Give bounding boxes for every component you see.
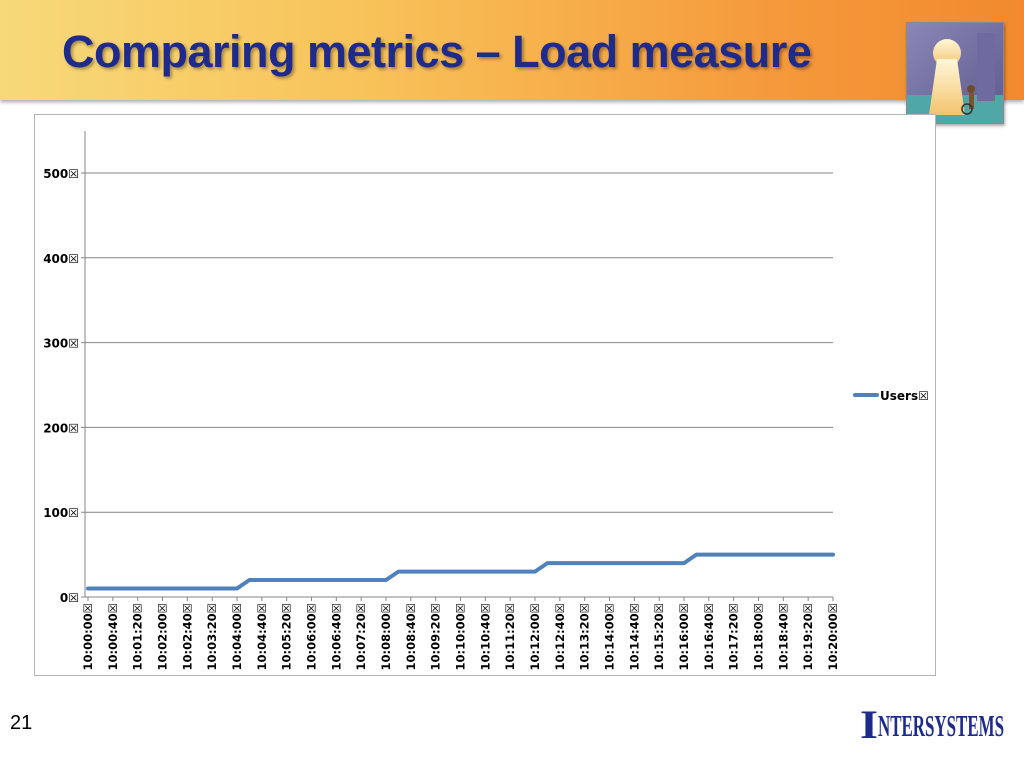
x-tick-label: 10:15:20☒: [652, 603, 666, 671]
x-tick-label: 10:07:20☒: [354, 603, 368, 671]
y-tick-label: 100☒: [43, 506, 79, 520]
legend-label-users: Users☒: [880, 389, 929, 403]
x-tick-label: 10:04:00☒: [230, 603, 244, 671]
slide-title: Comparing metrics – Load measure: [62, 26, 812, 77]
x-tick-label: 10:10:40☒: [478, 603, 492, 671]
x-tick-label: 10:01:20☒: [131, 603, 145, 671]
svg-text:I: I: [860, 702, 878, 744]
x-tick-label: 10:12:40☒: [553, 603, 567, 671]
x-tick-label: 10:08:40☒: [404, 603, 418, 671]
x-tick-label: 10:09:20☒: [429, 603, 443, 671]
x-tick-label: 10:19:20☒: [801, 603, 815, 671]
x-tick-label: 10:12:00☒: [528, 603, 542, 671]
x-tick-label: 10:17:20☒: [727, 603, 741, 671]
page-number: 21: [10, 712, 33, 734]
y-tick-label: 200☒: [43, 421, 79, 435]
x-tick-label: 10:08:00☒: [379, 603, 393, 671]
keyhole-image: [907, 23, 1003, 123]
x-tick-label: 10:14:00☒: [603, 603, 617, 671]
x-tick-label: 10:10:00☒: [454, 603, 468, 671]
users-line-chart: 0☒ 100☒ 200☒ 300☒ 400☒ 500☒ 10:00:00☒ 10:00:40☒…: [43, 131, 929, 671]
series-line-users: [86, 552, 835, 591]
y-tick-label: 500☒: [43, 167, 79, 181]
x-tick-label: 10:13:20☒: [578, 603, 592, 671]
x-tick-label: 10:05:20☒: [280, 603, 294, 671]
x-tick-label: 10:18:00☒: [752, 603, 766, 671]
x-tick-label: 10:00:00☒: [81, 603, 95, 671]
x-tick-label: 10:14:40☒: [627, 603, 641, 671]
x-tick-label: 10:16:40☒: [702, 603, 716, 671]
x-tick-label: 10:20:00☒: [826, 603, 840, 671]
y-tick-label: 400☒: [43, 252, 79, 266]
svg-text:NTERSYSTEMS: NTERSYSTEMS: [878, 708, 1004, 743]
x-tick-label: 10:04:40☒: [255, 603, 269, 671]
y-tick-label: 300☒: [43, 337, 79, 351]
x-tick-label: 10:03:20☒: [205, 603, 219, 671]
x-tick-label: 10:02:40☒: [180, 603, 194, 671]
x-tick-label: 10:06:40☒: [329, 603, 343, 671]
x-tick-label: 10:00:40☒: [106, 603, 120, 671]
x-tick-label: 10:06:00☒: [305, 603, 319, 671]
keyhole-photo: [906, 22, 1004, 124]
title-banner: [0, 0, 1024, 100]
x-tick-label: 10:02:00☒: [156, 603, 170, 671]
y-tick-label: 0☒: [60, 591, 79, 605]
intersystems-logo: I NTERSYSTEMS: [858, 696, 1008, 747]
x-tick-label: 10:18:40☒: [776, 603, 790, 671]
x-tick-label: 10:11:20☒: [503, 603, 517, 671]
chart-area: 0☒ 100☒ 200☒ 300☒ 400☒ 500☒ 10:00:00☒ 10:00:40☒…: [34, 114, 936, 676]
x-tick-label: 10:16:00☒: [677, 603, 691, 671]
